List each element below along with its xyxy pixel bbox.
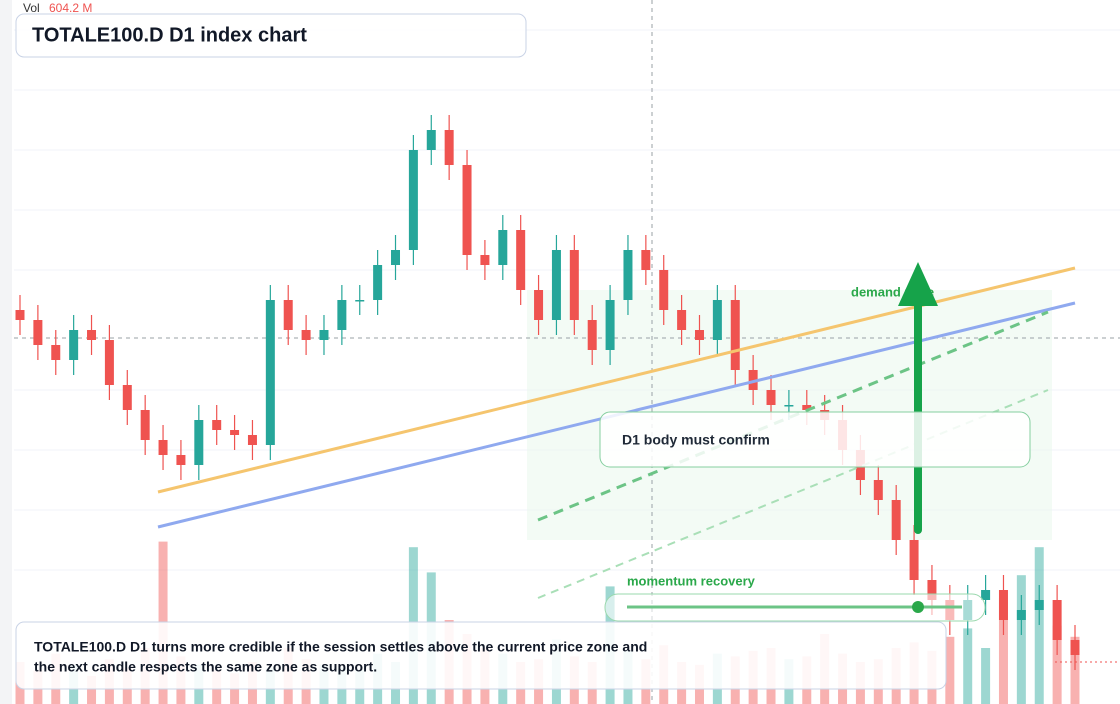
volume-bar (1070, 636, 1080, 704)
candle-body (337, 300, 347, 330)
candle-body (408, 150, 418, 250)
candle-body (444, 130, 454, 165)
candle-body (694, 330, 704, 340)
vol-value: 604.2 M (49, 1, 92, 15)
volume-bar (87, 676, 97, 704)
candle-body (230, 430, 240, 435)
candle-body (623, 250, 633, 300)
candle-body (677, 310, 687, 330)
candle-body (104, 340, 114, 385)
candle-body (265, 300, 275, 445)
candle-body (373, 265, 383, 300)
candle-body (927, 580, 937, 600)
candle-body (122, 385, 132, 410)
note-line: TOTALE100.D D1 turns more credible if th… (34, 639, 647, 655)
candle-body (391, 250, 401, 265)
candle-body (534, 290, 544, 320)
candle-body (730, 300, 740, 370)
candle-body (909, 540, 919, 580)
candle-body (301, 330, 311, 340)
note-box (15, 621, 947, 690)
candle-body (891, 500, 901, 540)
candle-body (516, 230, 526, 290)
candle-body (748, 370, 758, 390)
candle-body (551, 250, 561, 320)
candle-body (426, 130, 436, 150)
candle-body (998, 590, 1008, 620)
candle-body (480, 255, 490, 265)
title-box (15, 13, 527, 58)
candle-body (605, 300, 615, 350)
candle-body (176, 455, 186, 465)
candle-body (498, 230, 508, 265)
candle-body (194, 420, 204, 465)
candle-body (212, 420, 222, 430)
volume-bar (963, 628, 973, 704)
candle-body (784, 405, 794, 407)
volume-bar (945, 636, 955, 704)
candle-body (140, 410, 150, 440)
candle-body (1034, 600, 1044, 610)
title: TOTALE100.D D1 index chart (32, 24, 307, 46)
candle-body (766, 390, 776, 405)
volume-bar (1052, 625, 1062, 704)
candle-body (981, 590, 991, 600)
candle-body (51, 345, 61, 360)
left-edge (0, 0, 12, 704)
candle-body (87, 330, 97, 340)
volume-bar (1016, 575, 1026, 704)
candle-body (569, 250, 579, 320)
candle-body (319, 330, 329, 340)
candle-body (1016, 610, 1026, 620)
candle-body (462, 165, 472, 255)
candle-body (659, 270, 669, 310)
candle-body (158, 440, 168, 455)
volume-bar (1034, 547, 1044, 704)
candle-body (712, 300, 722, 340)
candle-body (69, 330, 79, 360)
candle-body (15, 310, 25, 320)
candle-body (873, 480, 883, 500)
vol-label: Vol (23, 1, 40, 15)
note-line: the next candle respects the same zone a… (34, 659, 377, 675)
momentum-label: momentum recovery (627, 573, 756, 588)
callout-box (599, 411, 1031, 468)
candle-body (1052, 600, 1062, 640)
candle-body (33, 320, 43, 345)
candle-body (641, 250, 651, 270)
arrow-head (898, 262, 938, 306)
momentum-dot (912, 601, 924, 613)
volume-bar (998, 597, 1008, 704)
candle-body (355, 300, 365, 302)
candle-body (802, 405, 812, 410)
channel-line-light (537, 389, 1049, 599)
candle-body (283, 300, 293, 330)
candle-body (247, 435, 257, 445)
callout-text: D1 body must confirm (622, 432, 770, 448)
candle-body (1070, 640, 1080, 655)
volume-bar (981, 648, 991, 704)
candle-body (587, 320, 597, 350)
